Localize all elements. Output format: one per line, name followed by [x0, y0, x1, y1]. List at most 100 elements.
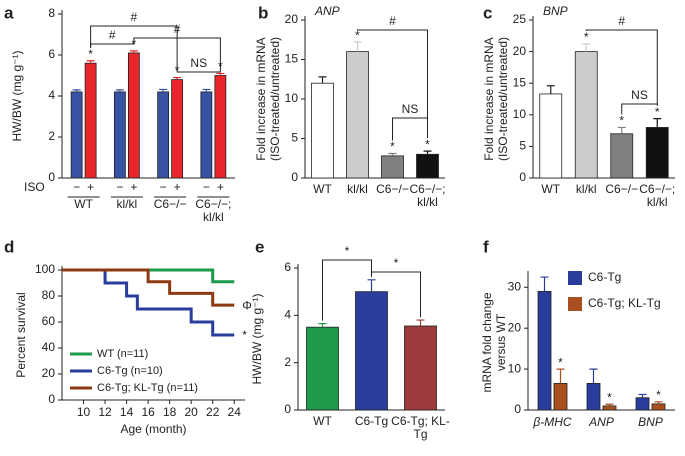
- x-axis-label: Age (month): [120, 422, 186, 436]
- error-bar: [582, 43, 591, 52]
- bar: [404, 325, 437, 411]
- bar: [311, 82, 334, 179]
- y-axis-label: (ISO-treated/untreated): [496, 37, 510, 161]
- error-bar: [540, 276, 549, 292]
- y-tick-label: 60: [42, 314, 56, 328]
- significance-star: *: [656, 388, 661, 402]
- bar: [586, 383, 601, 411]
- error-bar: [216, 72, 225, 76]
- panel-label: a: [4, 3, 14, 22]
- error-bar: [202, 88, 211, 92]
- error-bar: [423, 150, 432, 155]
- y-axis-label: (ISO-treated/untreated): [268, 37, 282, 161]
- x-tick-label-box: kl/kl: [576, 183, 597, 196]
- panel-title: BNP: [543, 4, 568, 18]
- error-bar: [129, 50, 138, 53]
- x-tick-label-box: kl/kl: [347, 183, 368, 196]
- bar: [635, 397, 650, 411]
- y-tick-label: 0: [519, 170, 526, 184]
- y-tick-label: 20: [285, 12, 299, 26]
- x-tick-label: 20: [184, 405, 198, 419]
- error-bar: [318, 76, 327, 84]
- panel: e 0 2 4 6 HW/BW (mg g⁻¹) * *: [250, 237, 445, 416]
- x-tick-label-box: C6-Tg; KL-Tg: [391, 415, 450, 441]
- annotation: #: [389, 14, 396, 28]
- y-tick-label: 2: [48, 129, 55, 143]
- panel-label: c: [483, 3, 492, 22]
- y-axis-label: mRNA fold change: [480, 292, 494, 392]
- y-axis-label: Percent survival: [14, 292, 28, 377]
- annotation: NS: [190, 56, 207, 70]
- x-tick-label: C6−/−; kl/kl: [195, 198, 232, 224]
- y-tick-label: 8: [48, 6, 55, 20]
- x-tick-label-box: C6−/−; kl/kl: [639, 183, 676, 209]
- x-tick-label: WT: [313, 183, 332, 196]
- legend-swatch: [568, 297, 582, 311]
- survival-line: [62, 268, 235, 337]
- y-tick-label: 100: [35, 262, 55, 276]
- panel-label: b: [258, 3, 268, 22]
- bracket: [585, 29, 658, 106]
- x-tick-label: 14: [120, 405, 134, 419]
- x-tick-label-box: C6−/−: [154, 198, 187, 211]
- significance-star: *: [88, 47, 93, 61]
- x-tick-label: C6−/−; kl/kl: [639, 183, 676, 209]
- y-tick-label: 25: [513, 12, 527, 26]
- x-tick-label: 16: [141, 405, 155, 419]
- x-tick-label: 12: [98, 405, 112, 419]
- bar: [539, 93, 563, 179]
- bar: [651, 403, 666, 411]
- bracket: [322, 259, 372, 321]
- x-tick-label: kl/kl: [347, 183, 368, 196]
- row-value: +: [217, 180, 224, 194]
- y-tick-label: 5: [291, 131, 298, 145]
- bar: [200, 91, 213, 179]
- x-tick-label: WT: [541, 183, 561, 196]
- row-value: +: [130, 180, 137, 194]
- bracket: [392, 117, 428, 141]
- error-bar: [159, 88, 168, 92]
- y-tick-label: 6: [48, 47, 55, 61]
- x-tick-label: C6−/−; kl/kl: [409, 183, 446, 209]
- error-bar: [416, 319, 425, 326]
- bar: [355, 291, 388, 411]
- x-tick-label: BNP: [638, 416, 663, 429]
- significance-star: *: [584, 30, 589, 44]
- y-tick-label: 80: [42, 288, 56, 302]
- y-tick-label: 40: [42, 340, 56, 354]
- error-bar: [556, 368, 565, 384]
- y-tick-label: 20: [513, 44, 527, 58]
- x-tick-label: β-MHC: [533, 416, 572, 429]
- error-bar: [589, 368, 598, 384]
- y-tick-label: 10: [285, 91, 299, 105]
- legend-label: WT (n=11): [97, 348, 148, 360]
- bar: [113, 91, 126, 179]
- bar: [84, 62, 97, 179]
- row-value: −: [116, 180, 123, 194]
- annotation: *: [345, 244, 350, 258]
- significance-star: *: [390, 140, 395, 154]
- y-axis-label: HW/BW (mg g⁻¹): [250, 294, 264, 385]
- y-axis-label: Fold increase in mRNA: [482, 37, 496, 160]
- y-tick-label: 4: [48, 88, 55, 102]
- panel: d 0 20 40 60 80 100 Percent survival 10 12 14 16 18 2…: [4, 237, 252, 436]
- x-tick-label-box: ANP: [589, 416, 614, 429]
- annotation: NS: [402, 102, 419, 116]
- x-tick-label: kl/kl: [116, 198, 138, 211]
- y-axis-label: Fold increase in mRNA: [254, 37, 268, 160]
- error-bar: [72, 89, 81, 92]
- bar: [381, 155, 404, 179]
- x-tick-label: C6-Tg; KL-Tg: [391, 415, 450, 441]
- bar: [416, 153, 439, 179]
- y-tick-label: 2: [284, 355, 291, 369]
- bar: [645, 127, 669, 179]
- significance-star: *: [655, 105, 660, 119]
- x-tick-label-box: C6-Tg: [355, 415, 388, 428]
- panel-label: e: [255, 237, 264, 256]
- panel: c BNP 0 5 10 15 20 25 Fold increase in mRNA (ISO-…: [482, 3, 675, 184]
- significance-star: *: [619, 114, 624, 128]
- y-tick-label: 10: [513, 107, 527, 121]
- error-bar: [546, 85, 555, 94]
- y-tick-label: 5: [519, 139, 526, 153]
